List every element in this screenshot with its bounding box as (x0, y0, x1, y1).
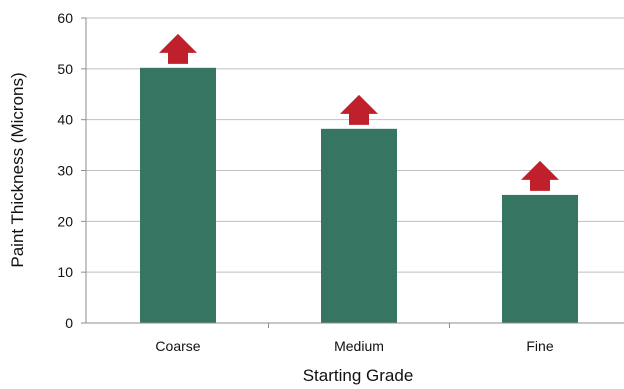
y-tick-label: 60 (57, 10, 73, 26)
up-arrow-icon (521, 160, 559, 191)
up-arrow-icon (159, 33, 197, 64)
up-arrow-icon (340, 94, 378, 125)
axes: 0 10 20 30 40 50 60 Coarse Medium Fine (57, 10, 624, 354)
bar (140, 67, 216, 323)
y-tick-label: 10 (57, 264, 73, 280)
x-axis-label: Starting Grade (303, 366, 414, 385)
x-tick-label: Fine (526, 338, 553, 354)
arrow-markers (159, 33, 559, 191)
bar (502, 194, 578, 323)
y-tick-label: 0 (65, 315, 73, 331)
y-tick-label: 20 (57, 213, 73, 229)
x-tick-label: Coarse (155, 338, 200, 354)
x-tick-label: Medium (334, 338, 384, 354)
y-tick-label: 40 (57, 112, 73, 128)
bar (321, 128, 397, 323)
y-axis-label: Paint Thickness (Microns) (8, 72, 27, 267)
y-tick-label: 50 (57, 61, 73, 77)
y-tick-label: 30 (57, 163, 73, 179)
bars (140, 67, 578, 323)
